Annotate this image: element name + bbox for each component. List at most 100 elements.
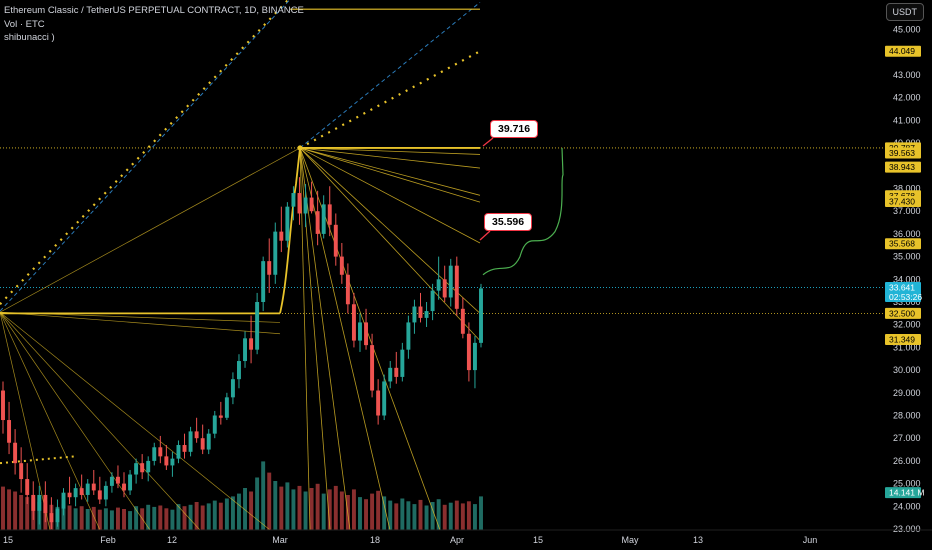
- candle[interactable]: [472, 342, 477, 371]
- price-tick-label: 37.000: [893, 206, 921, 216]
- candle[interactable]: [31, 494, 36, 511]
- volume-bar: [7, 489, 12, 530]
- candle[interactable]: [333, 224, 338, 257]
- volume-bar: [97, 509, 102, 530]
- candle[interactable]: [158, 447, 163, 457]
- candle[interactable]: [394, 367, 399, 377]
- fib-anchor-point[interactable]: [297, 145, 303, 151]
- price-tick-label: 30.000: [893, 365, 921, 375]
- candle[interactable]: [188, 431, 193, 452]
- candle[interactable]: [376, 390, 381, 416]
- candle[interactable]: [406, 322, 411, 350]
- candle[interactable]: [315, 211, 320, 234]
- candle[interactable]: [358, 322, 362, 341]
- candle[interactable]: [7, 420, 12, 443]
- candle[interactable]: [382, 381, 387, 416]
- candle[interactable]: [146, 460, 151, 473]
- candle[interactable]: [1, 390, 5, 421]
- candle[interactable]: [466, 333, 471, 371]
- candle[interactable]: [61, 492, 66, 509]
- candle[interactable]: [448, 265, 453, 298]
- candle[interactable]: [285, 206, 290, 241]
- candle[interactable]: [364, 322, 369, 346]
- candle[interactable]: [85, 483, 90, 495]
- candle[interactable]: [351, 304, 356, 341]
- candle[interactable]: [122, 483, 126, 491]
- callout-pointer: [482, 137, 494, 147]
- candle[interactable]: [73, 488, 78, 498]
- candle[interactable]: [91, 483, 96, 491]
- candle[interactable]: [43, 494, 48, 514]
- candle[interactable]: [176, 445, 181, 459]
- candle[interactable]: [103, 485, 108, 500]
- candle[interactable]: [261, 261, 266, 302]
- candle[interactable]: [424, 311, 429, 318]
- fib-fan-line: [299, 147, 441, 531]
- projection-path[interactable]: [482, 147, 564, 276]
- candle[interactable]: [291, 193, 296, 207]
- candle[interactable]: [370, 345, 375, 391]
- candle[interactable]: [13, 442, 18, 464]
- candle[interactable]: [49, 513, 54, 523]
- candle[interactable]: [345, 274, 350, 305]
- candle[interactable]: [436, 279, 441, 291]
- candle[interactable]: [297, 193, 302, 214]
- candle[interactable]: [200, 438, 205, 450]
- candle[interactable]: [140, 463, 145, 473]
- candle[interactable]: [206, 433, 211, 450]
- candle[interactable]: [237, 361, 241, 380]
- symbol-title[interactable]: Ethereum Classic / TetherUS PERPETUAL CO…: [4, 5, 304, 16]
- candle[interactable]: [170, 458, 175, 466]
- candle[interactable]: [321, 204, 326, 234]
- currency-button[interactable]: USDT: [885, 3, 924, 21]
- candle[interactable]: [479, 288, 483, 343]
- candle[interactable]: [128, 474, 133, 491]
- candle[interactable]: [418, 306, 423, 318]
- candle[interactable]: [442, 279, 447, 298]
- candle[interactable]: [224, 397, 229, 418]
- candle[interactable]: [115, 476, 120, 484]
- shibunacci-indicator-label[interactable]: shibunacci ): [4, 32, 55, 43]
- candle[interactable]: [182, 445, 187, 452]
- candle[interactable]: [279, 231, 284, 241]
- candle[interactable]: [152, 447, 157, 461]
- candle[interactable]: [218, 415, 223, 418]
- candle[interactable]: [309, 197, 314, 212]
- price-axis[interactable]: [884, 0, 932, 530]
- candle[interactable]: [412, 306, 417, 323]
- candle[interactable]: [134, 463, 139, 475]
- level-tag: [885, 307, 921, 319]
- candle[interactable]: [303, 197, 308, 214]
- candle[interactable]: [339, 256, 344, 275]
- candle[interactable]: [267, 261, 272, 275]
- callout-lower[interactable]: 35.596: [484, 213, 533, 231]
- candle[interactable]: [19, 463, 24, 480]
- volume-bar: [273, 481, 278, 530]
- candle[interactable]: [430, 290, 435, 312]
- candle[interactable]: [243, 338, 247, 362]
- candle[interactable]: [194, 431, 199, 439]
- candle[interactable]: [255, 302, 260, 350]
- candle[interactable]: [249, 338, 254, 350]
- candle[interactable]: [79, 488, 84, 495]
- candle[interactable]: [327, 204, 332, 225]
- level-tag: [885, 487, 921, 499]
- candle[interactable]: [67, 492, 72, 498]
- candle[interactable]: [273, 231, 278, 275]
- candle[interactable]: [460, 308, 465, 334]
- candle[interactable]: [230, 379, 235, 398]
- candle[interactable]: [388, 367, 393, 382]
- callout-upper[interactable]: 39.716: [490, 120, 539, 138]
- candle[interactable]: [164, 456, 169, 466]
- candle[interactable]: [97, 490, 102, 500]
- volume-indicator-label[interactable]: Vol · ETC: [4, 18, 45, 30]
- candle[interactable]: [25, 479, 30, 495]
- candle[interactable]: [55, 508, 60, 523]
- candle[interactable]: [400, 349, 405, 377]
- candle[interactable]: [109, 476, 114, 486]
- candle[interactable]: [454, 265, 459, 309]
- candle[interactable]: [212, 415, 217, 434]
- price-tick-label: 33.000: [893, 297, 921, 307]
- candle[interactable]: [37, 494, 42, 511]
